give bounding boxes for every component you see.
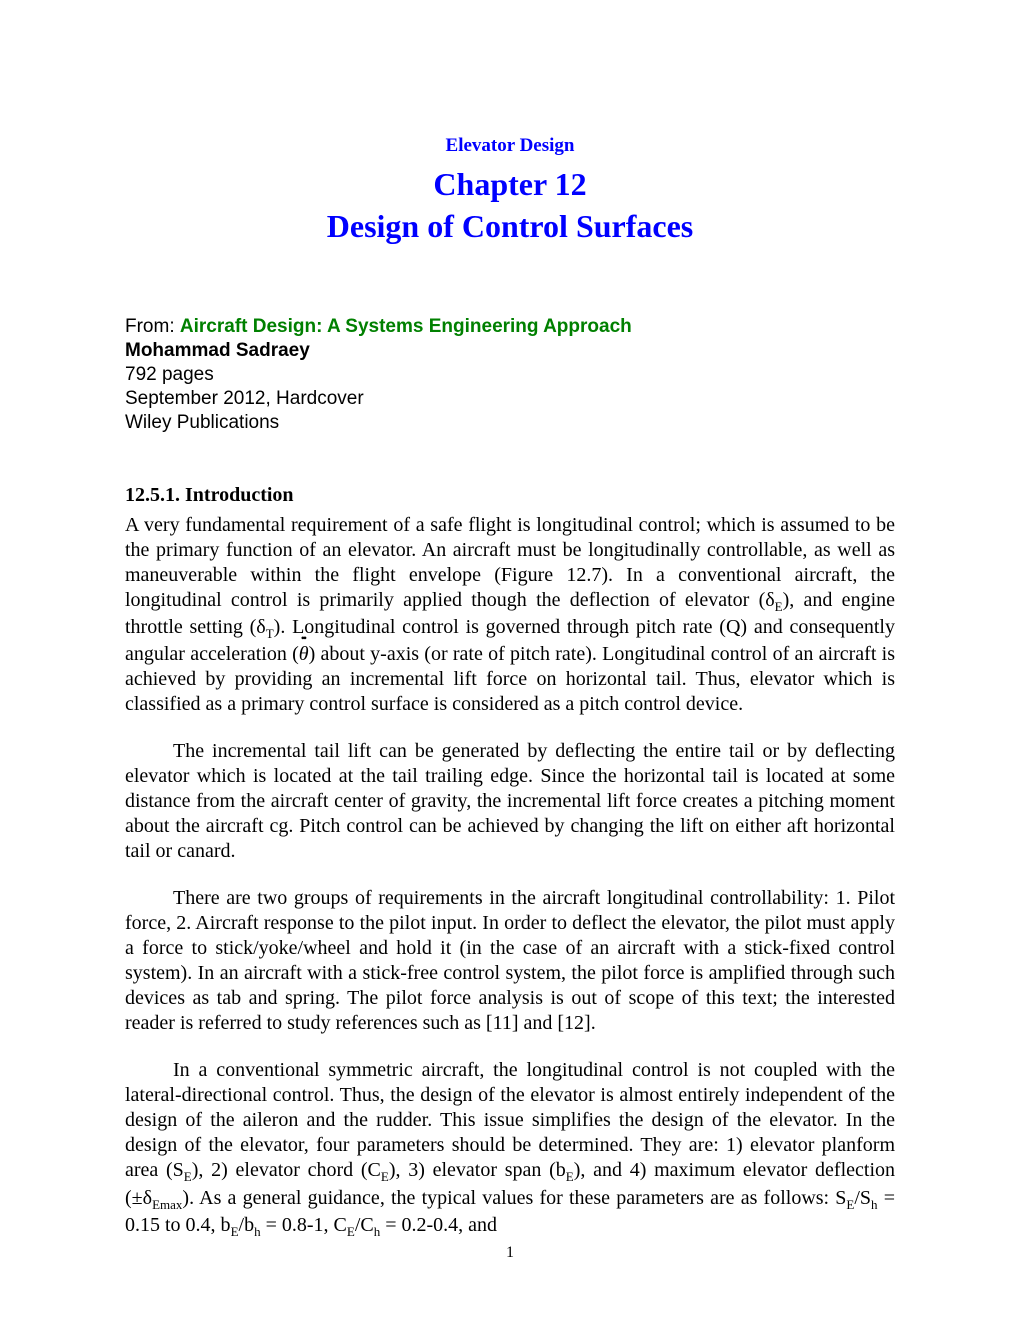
subscript-e1: E (775, 599, 783, 614)
p4-text-h: /b (239, 1214, 255, 1236)
theta-double-dot: θ (299, 643, 309, 665)
p4-text-c: ), 3) elevator span (b (389, 1159, 566, 1181)
p4-text-i: = 0.8-1, C (261, 1214, 347, 1236)
p4-sub1: E (184, 1169, 192, 1184)
p4-pm: ± (132, 1187, 143, 1209)
paragraph-4: In a conventional symmetric aircraft, th… (125, 1058, 895, 1240)
chapter-name-title: Design of Control Surfaces (125, 207, 895, 245)
p4-delta: δ (143, 1187, 152, 1209)
p4-text-k: = 0.2-0.4, and (380, 1214, 497, 1236)
section-heading: 12.5.1. Introduction (125, 484, 895, 507)
page-number: 1 (0, 1244, 1020, 1262)
subscript-t: T (266, 626, 274, 641)
p4-text-j: /C (355, 1214, 374, 1236)
p4-text-e: ). As a general guidance, the typical va… (182, 1187, 846, 1209)
publisher: Wiley Publications (125, 412, 895, 434)
p4-sub7: E (231, 1224, 239, 1239)
p4-text-b: ), 2) elevator chord (C (192, 1159, 381, 1181)
chapter-number-title: Chapter 12 (125, 165, 895, 203)
elevator-design-subtitle: Elevator Design (125, 135, 895, 157)
paragraph-3: There are two groups of requirements in … (125, 886, 895, 1036)
paragraph-1: A very fundamental requirement of a safe… (125, 513, 895, 718)
p4-sub4: Emax (152, 1197, 182, 1212)
page-count: 792 pages (125, 364, 895, 386)
book-title: Aircraft Design: A Systems Engineering A… (180, 316, 632, 337)
p1-text-a: A very fundamental requirement of a safe… (125, 514, 895, 611)
p4-text-f: /S (854, 1187, 871, 1209)
p4-sub2: E (381, 1169, 389, 1184)
author-name: Mohammad Sadraey (125, 340, 895, 362)
publication-date: September 2012, Hardcover (125, 388, 895, 410)
source-from-line: From: Aircraft Design: A Systems Enginee… (125, 316, 895, 338)
from-label: From: (125, 316, 180, 337)
p4-sub3: E (566, 1169, 574, 1184)
p4-sub9: E (347, 1224, 355, 1239)
page-container: Elevator Design Chapter 12 Design of Con… (125, 135, 895, 1240)
paragraph-2: The incremental tail lift can be generat… (125, 739, 895, 864)
